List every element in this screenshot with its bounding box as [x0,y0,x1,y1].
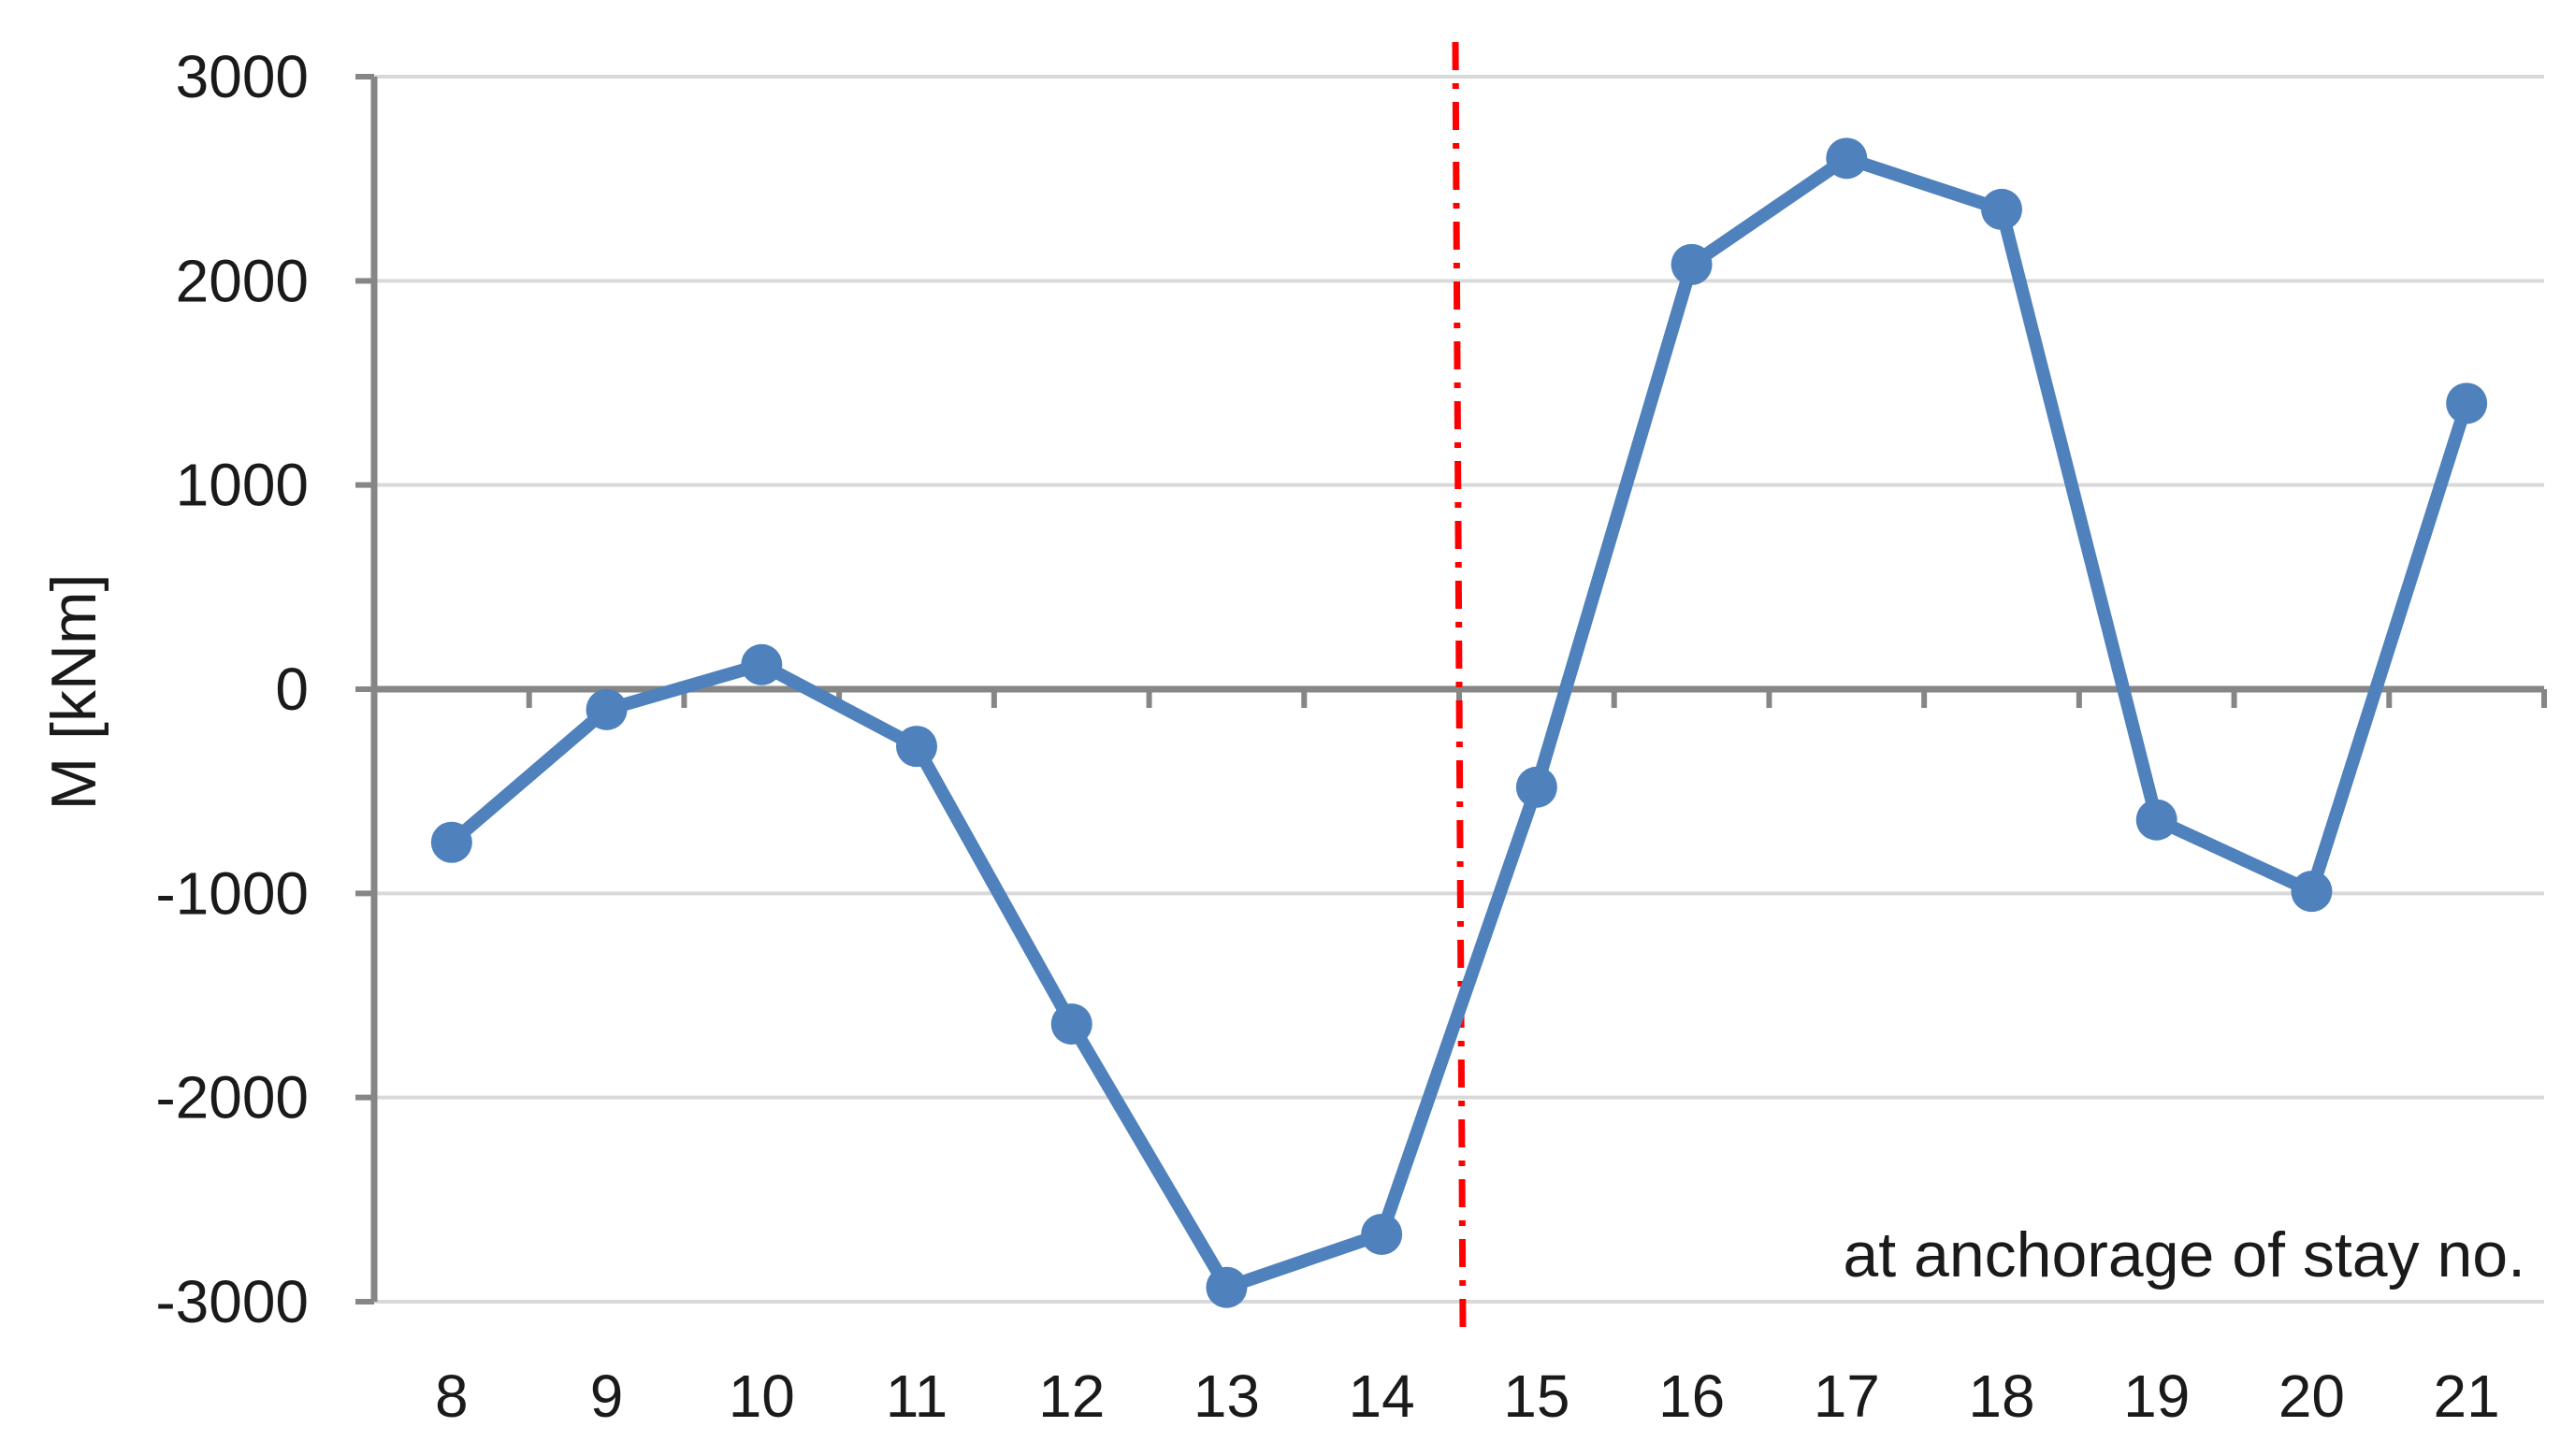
x-tick-label: 17 [1814,1362,1880,1430]
data-point-14 [1361,1213,1403,1255]
reference-line [1452,41,1467,1329]
x-tick-label: 20 [2278,1362,2345,1430]
x-tick-label: 10 [729,1362,795,1430]
data-point-19 [2135,799,2177,841]
y-tick-label: -1000 [155,859,309,927]
y-tick-label: 1000 [176,452,309,519]
data-point-15 [1515,766,1557,808]
data-point-12 [1050,1003,1092,1045]
x-tick-label: 12 [1038,1362,1105,1430]
data-point-10 [741,643,783,685]
data-points [430,137,2488,1308]
data-point-11 [896,726,937,768]
x-tick-labels: 8 9 10 11 12 13 14 15 16 17 18 19 20 21 [435,1362,2500,1430]
x-tick-label: 16 [1658,1362,1725,1430]
data-point-9 [586,688,628,730]
y-tick-label: -2000 [155,1064,309,1132]
y-tick-label: 0 [275,656,309,723]
x-tick-label: 11 [886,1362,948,1430]
chart-annotation: at anchorage of stay no. [1843,1219,2525,1290]
data-point-16 [1671,243,1713,285]
data-point-18 [1981,188,2022,230]
x-tick-label: 18 [1968,1362,2034,1430]
series-line [444,151,2474,1294]
x-tick-label: 13 [1193,1362,1260,1430]
y-axis-title: M [kNm] [38,573,109,810]
y-tick-label: -3000 [155,1268,309,1335]
y-tick-label: 2000 [176,247,309,314]
data-point-13 [1206,1266,1248,1308]
x-tick-label: 9 [590,1362,624,1430]
data-point-17 [1826,137,1868,180]
y-tick-labels: -3000 -2000 -1000 0 1000 2000 3000 [155,43,309,1335]
data-point-8 [430,821,472,863]
x-tick-label: 15 [1503,1362,1570,1430]
data-point-20 [2291,871,2333,913]
y-tick-label: 3000 [176,43,309,110]
x-tick-label: 8 [435,1362,469,1430]
x-tick-label: 19 [2123,1362,2190,1430]
data-point-21 [2446,382,2488,425]
x-tick-label: 21 [2434,1362,2500,1430]
x-tick-label: 14 [1349,1362,1415,1430]
